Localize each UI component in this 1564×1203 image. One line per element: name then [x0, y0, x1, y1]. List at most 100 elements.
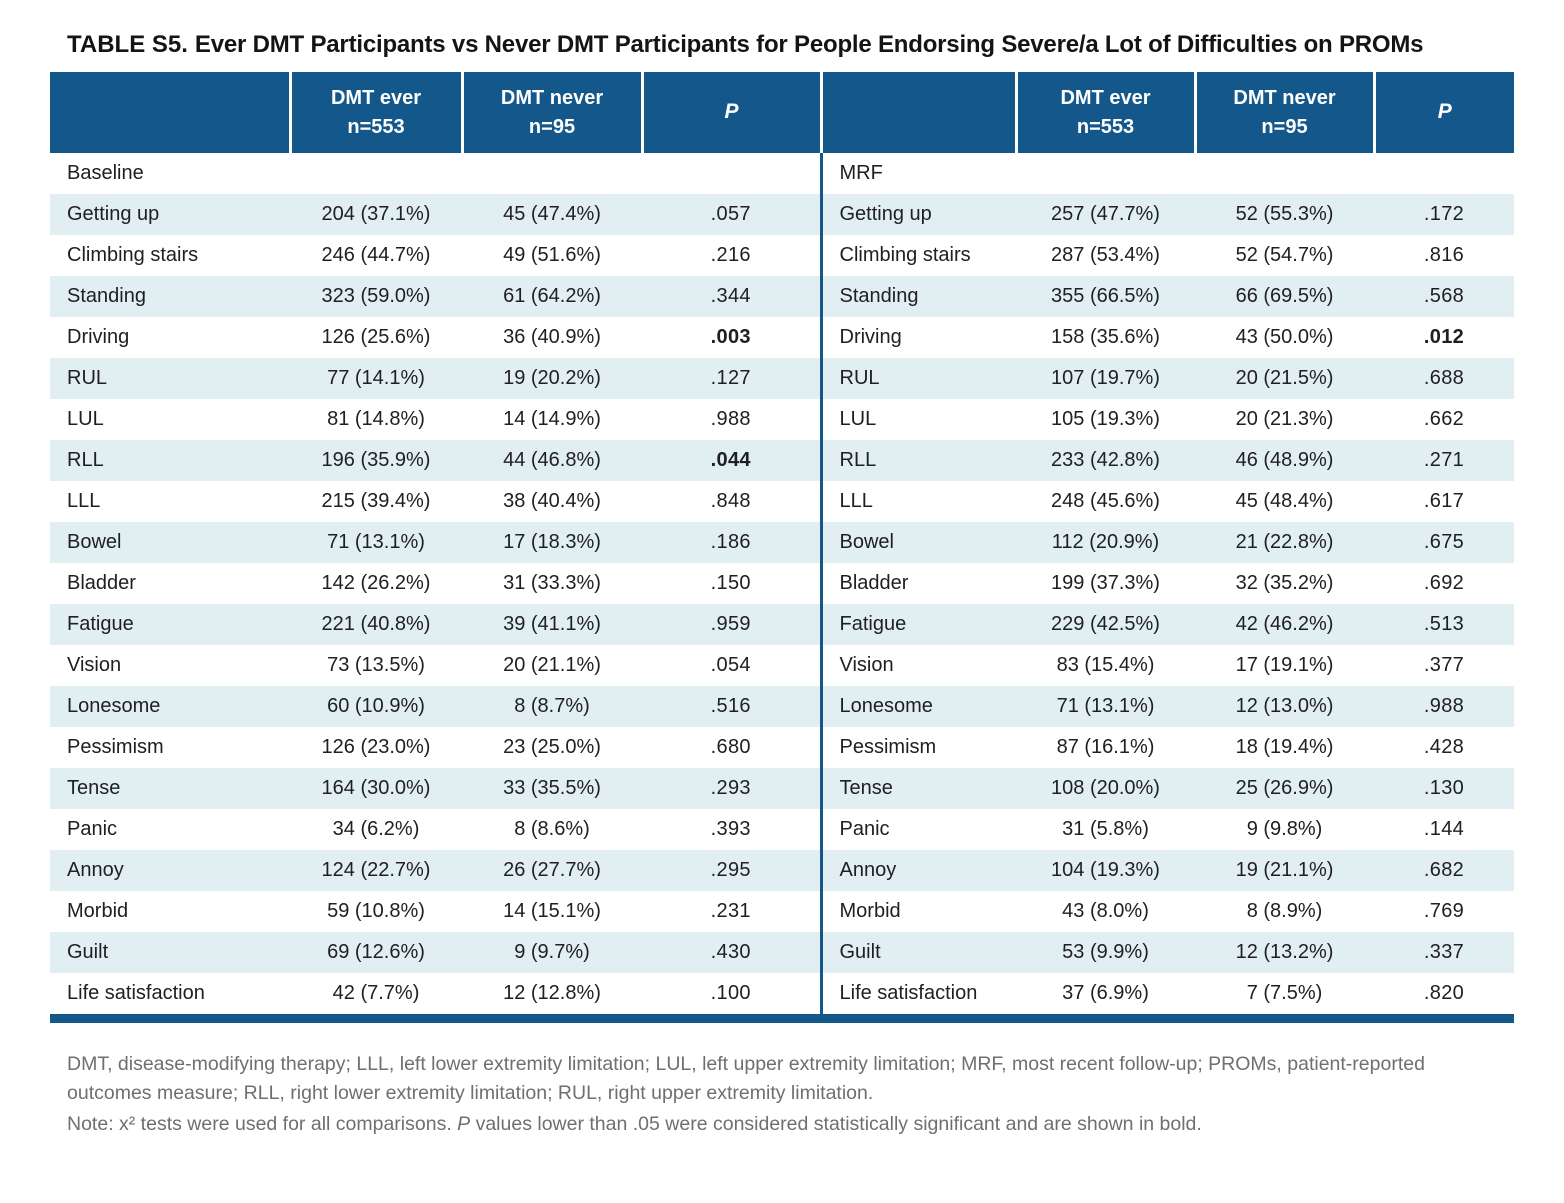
cell-baseline-p: .186	[710, 531, 751, 553]
row-label-mrf: RUL	[819, 358, 1016, 399]
cell-mrf-ever: 71 (13.1%)	[1056, 695, 1155, 717]
table-row: RLL 196 (35.9%) 44 (46.8%) .044 RLL 233 (42.8…	[50, 440, 1514, 481]
row-label-mrf: LLL	[819, 481, 1016, 522]
cell-mrf-ever: 112 (20.9%)	[1051, 531, 1160, 553]
row-label-mrf: Standing	[819, 276, 1016, 317]
table-row: Climbing stairs 246 (44.7%) 49 (51.6%) .216…	[50, 235, 1514, 276]
cell-baseline-never: 9 (9.7%)	[514, 941, 590, 963]
cell-mrf-ever: 287 (53.4%)	[1051, 244, 1160, 266]
table-row: Vision 73 (13.5%) 20 (21.1%) .054 Vision 83 (…	[50, 645, 1514, 686]
cell-baseline-ever: 73 (13.5%)	[327, 654, 425, 676]
section-blank	[1195, 153, 1374, 194]
cell-baseline-never: 20 (21.1%)	[503, 654, 601, 676]
row-label-mrf: Bowel	[819, 522, 1016, 563]
table-row: Pessimism 126 (23.0%) 23 (25.0%) .680 Pessim…	[50, 727, 1514, 768]
header-dmt-ever-mrf: DMT ever n=553	[1014, 72, 1195, 153]
cell-baseline-ever: 142 (26.2%)	[321, 572, 431, 594]
table-number: TABLE S5.	[67, 31, 188, 58]
cell-baseline-p: .393	[710, 818, 751, 840]
row-label-baseline: Annoy	[67, 859, 124, 881]
cell-baseline-ever: 221 (40.8%)	[321, 613, 431, 635]
cell-mrf-never: 19 (21.1%)	[1235, 859, 1334, 881]
cell-mrf-ever: 31 (5.8%)	[1062, 818, 1149, 840]
table-row: LUL 81 (14.8%) 14 (14.9%) .988 LUL 105 (19.3%…	[50, 399, 1514, 440]
cell-baseline-p: .216	[710, 244, 751, 266]
cell-mrf-never: 8 (8.9%)	[1246, 900, 1323, 922]
cell-mrf-p: .769	[1423, 900, 1465, 922]
p-italic: P	[457, 1112, 471, 1135]
header-p-baseline: P	[640, 72, 821, 153]
row-label-mrf: Life satisfaction	[819, 973, 1016, 1019]
cell-mrf-never: 21 (22.8%)	[1235, 531, 1334, 553]
cell-mrf-p: .662	[1423, 408, 1465, 430]
abbreviations-note: DMT, disease-modifying therapy; LLL, lef…	[67, 1053, 1425, 1105]
section-label-mrf: MRF	[819, 153, 1016, 194]
row-label-baseline: LLL	[67, 490, 101, 512]
row-label-mrf: Annoy	[819, 850, 1016, 891]
cell-mrf-never: 12 (13.2%)	[1235, 941, 1334, 963]
cell-baseline-ever: 126 (25.6%)	[321, 326, 431, 348]
cell-baseline-never: 8 (8.6%)	[514, 818, 590, 840]
row-label-baseline: Life satisfaction	[67, 982, 205, 1004]
cell-mrf-never: 25 (26.9%)	[1235, 777, 1334, 799]
cell-baseline-ever: 246 (44.7%)	[321, 244, 431, 266]
row-label-baseline: RUL	[67, 367, 108, 389]
cell-baseline-never: 14 (14.9%)	[503, 408, 601, 430]
section-blank	[1374, 153, 1514, 194]
row-label-mrf: Morbid	[819, 891, 1016, 932]
cell-mrf-p: .337	[1423, 941, 1465, 963]
cell-baseline-never: 17 (18.3%)	[503, 531, 601, 553]
cell-mrf-never: 52 (54.7%)	[1235, 244, 1334, 266]
cell-baseline-never: 8 (8.7%)	[514, 695, 590, 717]
table-row: Fatigue 221 (40.8%) 39 (41.1%) .959 Fatigue 2…	[50, 604, 1514, 645]
cell-baseline-ever: 71 (13.1%)	[327, 531, 425, 553]
table-title-text: Ever DMT Participants vs Never DMT Parti…	[194, 31, 1424, 58]
cell-mrf-p: .271	[1423, 449, 1465, 471]
cell-mrf-never: 18 (19.4%)	[1235, 736, 1334, 758]
cell-mrf-p: .130	[1423, 777, 1465, 799]
cell-baseline-never: 14 (15.1%)	[503, 900, 601, 922]
row-label-baseline: Getting up	[67, 203, 160, 225]
cell-baseline-never: 36 (40.9%)	[503, 326, 601, 348]
row-label-baseline: LUL	[67, 408, 104, 430]
cell-baseline-ever: 81 (14.8%)	[327, 408, 425, 430]
cell-baseline-ever: 323 (59.0%)	[321, 285, 431, 307]
cell-baseline-p: .057	[710, 203, 751, 225]
cell-baseline-p: .680	[710, 736, 751, 758]
cell-baseline-ever: 42 (7.7%)	[332, 982, 420, 1004]
cell-baseline-p: .054	[710, 654, 751, 676]
cell-baseline-never: 49 (51.6%)	[503, 244, 601, 266]
table-row: Lonesome 60 (10.9%) 8 (8.7%) .516 Lonesome 71…	[50, 686, 1514, 727]
cell-baseline-p: .295	[710, 859, 751, 881]
table-row: RUL 77 (14.1%) 19 (20.2%) .127 RUL 107 (19.7%…	[50, 358, 1514, 399]
cell-baseline-p: .150	[710, 572, 751, 594]
cell-mrf-ever: 83 (15.4%)	[1056, 654, 1155, 676]
table-row: Tense 164 (30.0%) 33 (35.5%) .293 Tense 108 (…	[50, 768, 1514, 809]
cell-baseline-ever: 60 (10.9%)	[327, 695, 425, 717]
cell-baseline-p: .231	[710, 900, 751, 922]
cell-baseline-p: .848	[710, 490, 751, 512]
proms-comparison-table: DMT ever n=553 DMT never n=95 P DMT ever…	[50, 72, 1514, 1023]
table-row: Bladder 142 (26.2%) 31 (33.3%) .150 Bladder 1…	[50, 563, 1514, 604]
header-dmt-ever-baseline: DMT ever n=553	[288, 72, 462, 153]
cell-mrf-ever: 233 (42.8%)	[1051, 449, 1160, 471]
cell-baseline-p: .044	[710, 449, 751, 471]
cell-mrf-never: 20 (21.3%)	[1235, 408, 1334, 430]
cell-mrf-never: 17 (19.1%)	[1235, 654, 1334, 676]
cell-baseline-ever: 124 (22.7%)	[321, 859, 431, 881]
cell-mrf-ever: 158 (35.6%)	[1051, 326, 1160, 348]
row-label-mrf: Vision	[819, 645, 1016, 686]
row-label-mrf: Pessimism	[819, 727, 1016, 768]
row-label-mrf: Panic	[819, 809, 1016, 850]
cell-baseline-ever: 215 (39.4%)	[321, 490, 431, 512]
cell-baseline-ever: 164 (30.0%)	[321, 777, 431, 799]
cell-mrf-p: .377	[1423, 654, 1465, 676]
row-label-baseline: Vision	[67, 654, 122, 676]
table-row: Guilt 69 (12.6%) 9 (9.7%) .430 Guilt 53 (9.9%…	[50, 932, 1514, 973]
cell-mrf-never: 20 (21.5%)	[1235, 367, 1334, 389]
cell-baseline-ever: 196 (35.9%)	[321, 449, 431, 471]
cell-mrf-ever: 355 (66.5%)	[1051, 285, 1160, 307]
cell-baseline-ever: 59 (10.8%)	[327, 900, 425, 922]
cell-mrf-never: 45 (48.4%)	[1235, 490, 1334, 512]
section-blank	[1016, 153, 1195, 194]
